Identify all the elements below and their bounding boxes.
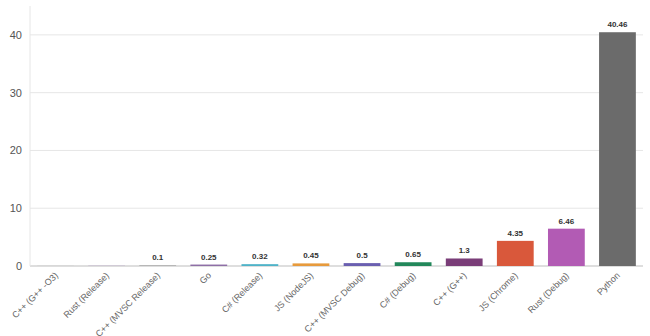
data-label: 0.1 xyxy=(152,253,164,262)
bar xyxy=(241,264,278,266)
bar xyxy=(497,241,534,266)
bar xyxy=(548,229,585,266)
chart: 0 10 20 30 40 0.1 0.25 0.32 0.45 0.5 0.65 1.3 4.35 6.… xyxy=(0,0,650,336)
data-label: 0.5 xyxy=(356,251,368,260)
data-label: 0.32 xyxy=(252,252,268,261)
data-label: 40.46 xyxy=(607,20,628,29)
data-label: 0.25 xyxy=(201,253,217,262)
data-label: 6.46 xyxy=(559,217,575,226)
y-tick-label: 30 xyxy=(10,87,22,99)
bar xyxy=(190,265,227,266)
x-tick-label: JS (Chrome) xyxy=(477,270,520,313)
y-tick-label: 0 xyxy=(16,260,22,272)
grid-line xyxy=(30,208,643,209)
x-tick-label: Rust (Release) xyxy=(62,270,112,320)
x-tick-label: Go xyxy=(198,270,214,286)
data-label: 0.65 xyxy=(405,250,421,259)
x-tick-label: JS (NodeJS) xyxy=(272,270,315,313)
data-label: 0.45 xyxy=(303,251,319,260)
bars xyxy=(37,32,636,266)
y-tick-label: 10 xyxy=(10,202,22,214)
grid-line xyxy=(30,92,643,93)
bar xyxy=(344,263,381,266)
x-tick-label: C++ (G++ -O3) xyxy=(10,270,60,320)
bar xyxy=(599,32,636,266)
x-tick-label: Rust (Debug) xyxy=(526,270,571,315)
y-tick-label: 20 xyxy=(10,144,22,156)
data-label: 4.35 xyxy=(508,229,524,238)
bar xyxy=(446,258,483,266)
x-tick-label: C# (Debug) xyxy=(378,270,418,310)
x-tick-label: C++ (MVSC Release) xyxy=(94,270,163,336)
bar xyxy=(88,265,125,266)
x-tick-label: C# (Release) xyxy=(220,270,265,315)
grid-line xyxy=(30,34,643,35)
x-tick-label: C++ (MVSC Debug) xyxy=(302,270,366,334)
chart-container: 0 10 20 30 40 0.1 0.25 0.32 0.45 0.5 0.65 1.3 4.35 6.… xyxy=(0,0,650,336)
bar xyxy=(395,262,432,266)
bar xyxy=(37,265,74,266)
x-tick-label: C++ (G++) xyxy=(431,270,468,307)
x-tick-label: Python xyxy=(595,270,622,297)
y-tick-label: 40 xyxy=(10,29,22,41)
y-axis-line xyxy=(30,6,31,266)
bar xyxy=(293,263,330,266)
grid-line xyxy=(30,150,643,151)
data-label: 1.3 xyxy=(459,246,471,255)
bar xyxy=(139,265,176,266)
